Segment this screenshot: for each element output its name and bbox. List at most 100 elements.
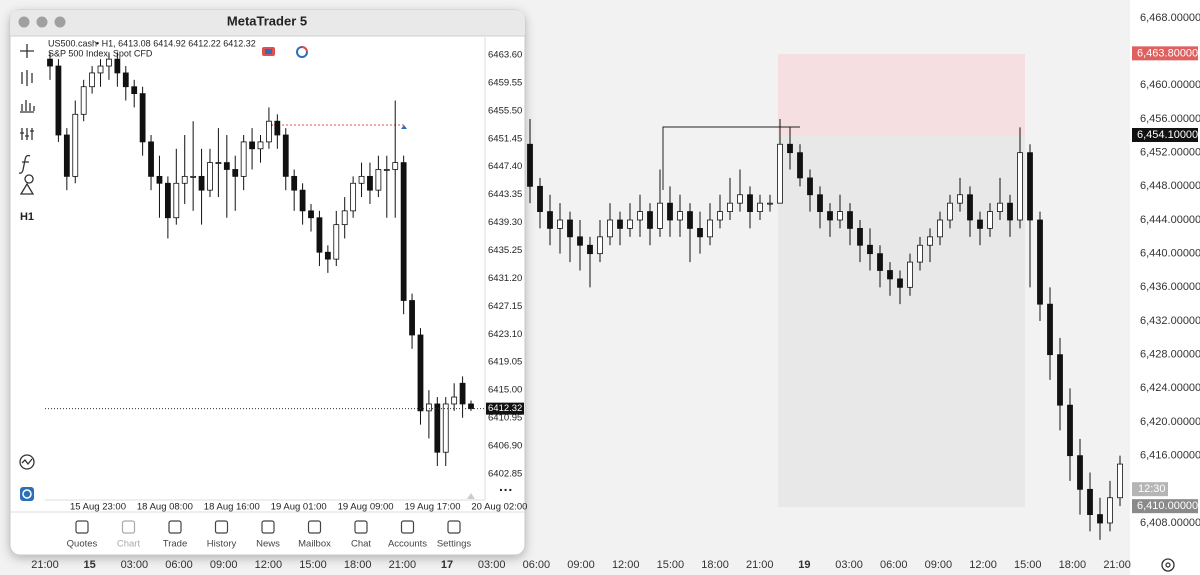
candle-body	[257, 141, 264, 150]
candle-body	[897, 278, 903, 288]
one-click-icon	[22, 489, 32, 499]
candle-body	[1007, 202, 1013, 221]
candle-body	[737, 194, 743, 204]
risk-zone	[778, 136, 1025, 507]
tab-label[interactable]: News	[256, 539, 280, 550]
minimize-button[interactable]	[36, 16, 48, 28]
candle-body	[707, 219, 713, 238]
candle-body	[627, 219, 633, 229]
time-label: 21:00	[1103, 559, 1131, 571]
price-tag-bg	[1132, 499, 1198, 514]
price-label: 6459.55	[488, 77, 522, 88]
candle-body	[817, 194, 823, 212]
candle-body	[148, 141, 154, 177]
candle-body	[917, 244, 923, 263]
time-label: 18:00	[701, 559, 729, 571]
symbol[interactable]: US500.cash	[48, 38, 97, 48]
candle-body	[459, 382, 466, 405]
time-label: 21:00	[746, 559, 774, 571]
more-button[interactable]: ···	[499, 482, 513, 498]
price-label: 6,440.00000	[1140, 248, 1200, 260]
tab-icon	[354, 520, 368, 534]
candle-body	[114, 58, 121, 74]
tab-label[interactable]: Trade	[163, 539, 187, 550]
crosshair-tool[interactable]	[20, 44, 34, 58]
candle-body	[190, 175, 197, 178]
time-label: 18:00	[1059, 559, 1087, 571]
candle-body	[223, 162, 230, 170]
candle-body	[637, 211, 643, 221]
price-label: 6,460.00000	[1140, 79, 1200, 91]
candle-body	[80, 86, 87, 115]
price-label: 6,408.00000	[1140, 517, 1200, 529]
function-tool[interactable]	[18, 154, 31, 174]
tab-label[interactable]: Mailbox	[298, 539, 331, 550]
candle-body	[274, 120, 281, 136]
mt5-candles	[47, 52, 474, 467]
indicators-tool[interactable]	[20, 100, 35, 113]
time-label: 03:00	[478, 559, 506, 571]
candle-body	[198, 175, 205, 191]
candle-body	[89, 72, 95, 88]
chart-type-tool[interactable]	[21, 70, 33, 86]
settings-tool[interactable]	[20, 128, 34, 140]
time-label: 19 Aug 09:00	[338, 502, 394, 513]
tab-label[interactable]: Chat	[351, 539, 371, 550]
time-label: 21:00	[31, 559, 59, 571]
tab-label[interactable]: Settings	[437, 539, 472, 550]
background-axes: 6,468.00000 6,460.00000 6,456.00000 6,452.0…	[31, 12, 1200, 571]
price-axis-bg	[1130, 0, 1200, 575]
candle-body	[299, 189, 306, 212]
zoom-button[interactable]	[54, 16, 66, 28]
time-label: 09:00	[210, 559, 238, 571]
tab-icon	[261, 520, 275, 534]
candle-body	[417, 334, 424, 412]
candle-body	[887, 270, 893, 280]
candle-body	[63, 134, 70, 177]
tab-icon	[75, 520, 89, 534]
candle-body	[240, 141, 247, 177]
candle-body	[767, 202, 773, 205]
one-click-trading[interactable]	[20, 487, 34, 501]
candle-body	[967, 194, 973, 221]
price-label: 6,456.00000	[1140, 113, 1200, 125]
tab-label[interactable]: History	[207, 539, 237, 550]
candle-body	[787, 143, 793, 154]
target-zone	[778, 54, 1025, 136]
candle-body	[607, 219, 613, 238]
candle-body	[687, 211, 693, 229]
price-label: 6431.20	[488, 273, 522, 284]
price-tag: 6,410.00000	[1137, 500, 1198, 512]
timeframe-button[interactable]: H1	[20, 211, 34, 223]
candle-body	[97, 65, 104, 74]
tab-label[interactable]: Quotes	[67, 539, 98, 550]
price-tag: 6,454.10000	[1137, 129, 1198, 141]
close-button[interactable]	[18, 16, 30, 28]
background-candles	[527, 119, 1123, 540]
tab-label[interactable]: Chart	[117, 539, 141, 550]
time-label: 19 Aug 01:00	[271, 502, 327, 513]
signals-tool[interactable]	[19, 454, 35, 470]
time-label: 15:00	[657, 559, 685, 571]
price-label: 6,432.00000	[1140, 315, 1200, 327]
candle-body	[324, 251, 331, 260]
time-label: 17	[441, 559, 453, 571]
trade-badge-inner	[265, 49, 272, 54]
candle-body	[597, 236, 603, 255]
candle-body	[156, 175, 163, 184]
settings-gear[interactable]	[1161, 558, 1175, 572]
drawn-line	[662, 126, 800, 190]
candle-body	[434, 403, 441, 453]
price-label: 6,424.00000	[1140, 382, 1200, 394]
countdown-bg	[1132, 482, 1168, 497]
news-badge-arc	[301, 46, 308, 53]
candle-body	[308, 210, 314, 219]
window-frame	[9, 9, 526, 556]
shapes-tool[interactable]	[19, 174, 35, 195]
tab-label[interactable]: Accounts	[388, 539, 427, 550]
price-label: 6427.15	[488, 301, 522, 312]
time-label: 06:00	[880, 559, 908, 571]
price-label: 6410.95	[488, 413, 522, 424]
candle-body	[997, 202, 1003, 212]
mt5-axes: 6463.60 6459.55 6455.50 6451.45 6447.40 6443.…	[45, 50, 527, 513]
